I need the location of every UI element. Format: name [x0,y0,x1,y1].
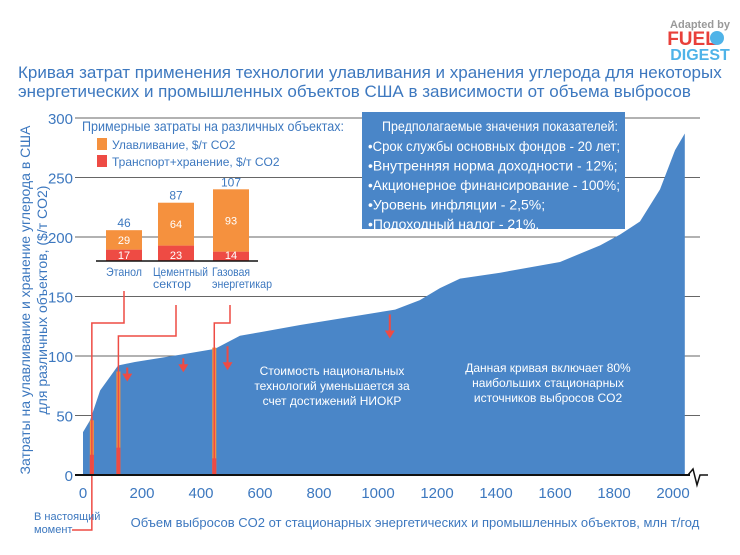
inset-total: 46 [117,216,131,230]
leader-line [213,305,231,470]
inset-total: 107 [221,175,241,189]
inset-category-label: Цементный [153,265,208,279]
inset-total: 87 [169,189,183,203]
inset-bar-capture [213,189,249,252]
assumption-item: •Уровень инфляции - 2,5%; [368,197,545,213]
inset-bar-transport [158,245,194,261]
y-axis-label: Затраты на улавливание и хранение углеро… [17,125,50,475]
y-tick-label: 100 [48,349,73,366]
assumption-item: •Подоходный налог - 21%. [368,216,539,232]
inset-category-label: энергетикар [212,277,272,291]
annotation-coverage: наибольших стационарных [472,376,624,390]
inset-value-capture: 93 [225,215,237,227]
inset-category-label: Этанол [106,265,142,279]
leader-line [117,305,177,470]
inset-value-capture: 64 [170,219,182,231]
x-axis-label: Объем выбросов CO2 от стационарных энерг… [131,515,700,530]
x-tick-label: 200 [129,485,154,502]
y-axis-label-line1: Затраты на улавливание и хранение углеро… [17,125,33,475]
x-tick-label: 1600 [538,485,571,502]
x-tick-label: 600 [247,485,272,502]
down-arrow-head-icon [384,330,395,339]
down-arrow-head-icon [122,373,133,382]
x-tick-label: 2000 [656,485,689,502]
y-tick-label: 250 [48,171,73,188]
logo-fuel: FUEL [667,29,717,50]
assumptions-box [362,112,625,229]
y-axis-label-line2: для различных объектов, ($/т CO2) [34,186,50,415]
legend-swatch [97,138,107,150]
chart-title-line2: энергетических и промышленных объектов С… [18,82,691,101]
legend-label: Улавливание, $/т CO2 [112,138,236,152]
inset-value-transport: 17 [118,250,130,262]
y-tick-label: 0 [65,468,73,485]
inset-bar-transport [213,251,249,261]
chart-title-line1: Кривая затрат применения технологии улав… [18,63,722,82]
inset-title: Примерные затраты на различных объектах: [82,118,344,134]
x-tick-label: 1200 [420,485,453,502]
inset-bar-capture [158,202,194,246]
assumptions-title: Предполагаемые значения показателей: [382,118,618,134]
assumption-item: •Внутренняя норма доходности - 12%; [368,158,617,174]
assumption-item: •Акционерное финансирование - 100%; [368,177,620,193]
x-tick-label: 1400 [479,485,512,502]
inset-category-label: сектор [153,277,191,291]
logo: Adapted by FUEL DIGEST [667,19,731,64]
inset-value-transport: 23 [170,250,182,262]
x-tick-label: 1000 [361,485,394,502]
axis-break-icon [687,467,708,488]
annotation-rnd: Стоимость национальных [260,364,405,378]
legend-label: Транспорт+хранение, $/т CO2 [112,155,280,169]
inset-bar-capture [106,230,142,250]
annotation-now-line2: момент [34,524,72,536]
annotation-rnd: счет достижений НИОКР [263,394,402,408]
inset-value-capture: 29 [118,235,130,247]
legend-swatch [97,155,107,167]
y-tick-label: 50 [56,409,73,426]
down-arrow-head-icon [178,364,189,373]
y-tick-label: 200 [48,230,73,247]
annotation-rnd: технологий уменьшается за [254,379,410,393]
cost-curve-area [83,133,685,475]
inset-bar-transport [106,249,142,261]
assumption-item: •Срок службы основных фондов - 20 лет; [368,138,620,154]
logo-adapted-by: Adapted by [670,19,731,31]
inset-value-transport: 14 [225,250,237,262]
x-tick-label: 800 [306,485,331,502]
down-arrow-head-icon [222,362,233,371]
x-tick-label: 1800 [597,485,630,502]
x-tick-label: 400 [188,485,213,502]
logo-digest: DIGEST [670,47,730,64]
x-tick-label: 0 [79,485,87,502]
annotation-now-line1: В настоящий [34,511,100,523]
y-tick-label: 300 [48,111,73,128]
leader-line [72,291,125,531]
y-tick-label: 150 [48,290,73,307]
annotation-coverage: источников выбросов CO2 [474,391,623,405]
annotation-coverage: Данная кривая включает 80% [465,361,631,375]
inset-category-label: Газовая [212,265,250,279]
logo-globe-icon [710,31,724,45]
